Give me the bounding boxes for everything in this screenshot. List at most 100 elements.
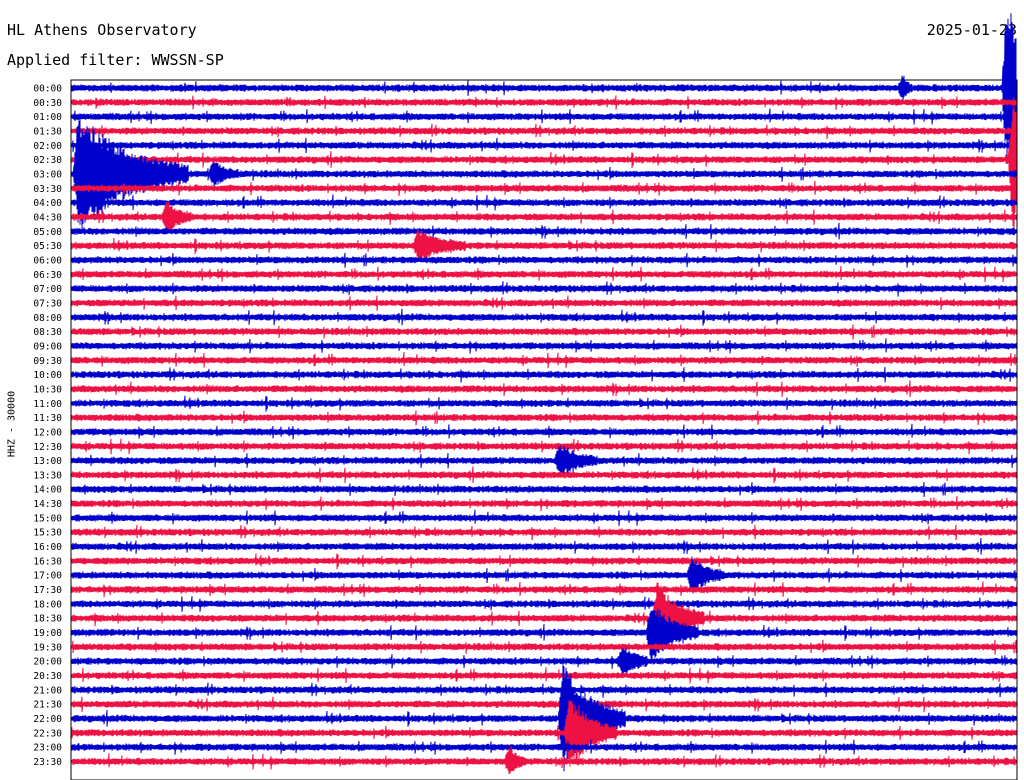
row-tick-label: 19:30 bbox=[33, 642, 62, 653]
row-tick-label: 17:00 bbox=[33, 571, 62, 582]
trace-row-1600 bbox=[71, 537, 1017, 555]
row-tick-label: 00:30 bbox=[33, 98, 62, 109]
row-tick-label: 03:00 bbox=[33, 169, 62, 180]
trace-row-1000 bbox=[71, 367, 1017, 383]
trace-row-1900 bbox=[71, 608, 1017, 660]
trace-row-0600 bbox=[71, 252, 1017, 268]
trace-row-1230 bbox=[71, 438, 1017, 455]
row-tick-label: 08:00 bbox=[33, 313, 62, 324]
row-tick-label: 22:00 bbox=[33, 714, 62, 725]
trace-row-1030 bbox=[71, 380, 1017, 398]
row-tick-label: 10:30 bbox=[33, 384, 62, 395]
trace-row-0530 bbox=[71, 229, 1017, 261]
row-tick-label: 19:00 bbox=[33, 628, 62, 639]
row-tick-label: 15:00 bbox=[33, 513, 62, 524]
trace-row-0430 bbox=[71, 201, 1017, 232]
trace-row-1430 bbox=[71, 495, 1017, 512]
station-title: HL Athens Observatory bbox=[7, 21, 197, 39]
date-label: 2025-01-23 bbox=[926, 21, 1017, 39]
trace-row-2030 bbox=[71, 667, 1017, 684]
row-tick-label: 05:00 bbox=[33, 227, 62, 238]
trace-row-1500 bbox=[71, 509, 1017, 526]
trace-row-0730 bbox=[71, 295, 1017, 311]
trace-row-2130 bbox=[71, 696, 1017, 713]
row-tick-label: 10:00 bbox=[33, 370, 62, 381]
trace-row-0500 bbox=[71, 222, 1017, 240]
trace-group bbox=[71, 13, 1017, 775]
row-tick-label: 12:00 bbox=[33, 427, 62, 438]
trace-row-2000 bbox=[71, 647, 1017, 679]
row-tick-label: 14:00 bbox=[33, 485, 62, 496]
row-tick-label: 02:00 bbox=[33, 141, 62, 152]
plot-frame bbox=[70, 79, 1018, 780]
row-tick-label: 05:30 bbox=[33, 241, 62, 252]
trace-row-1700 bbox=[71, 556, 1017, 594]
trace-row-0300 bbox=[71, 116, 1017, 231]
trace-row-1400 bbox=[71, 482, 1017, 498]
row-tick-label: 23:30 bbox=[33, 757, 62, 768]
row-tick-label: 18:00 bbox=[33, 599, 62, 610]
row-tick-label: 04:00 bbox=[33, 198, 62, 209]
trace-row-0630 bbox=[71, 266, 1017, 283]
filter-label: Applied filter: WWSSN-SP bbox=[7, 51, 224, 69]
trace-row-0830 bbox=[71, 324, 1017, 340]
trace-row-1930 bbox=[71, 639, 1017, 655]
row-tick-label: 11:00 bbox=[33, 399, 62, 410]
trace-row-1100 bbox=[71, 395, 1017, 412]
row-tick-label: 00:00 bbox=[33, 84, 62, 95]
trace-row-0330 bbox=[71, 180, 1017, 197]
row-tick-label: 06:30 bbox=[33, 270, 62, 281]
row-tick-label: 02:30 bbox=[33, 155, 62, 166]
trace-row-1830 bbox=[71, 582, 1017, 651]
row-tick-label: 20:00 bbox=[33, 657, 62, 668]
row-tick-label: 17:30 bbox=[33, 585, 62, 596]
row-tick-label: 21:30 bbox=[33, 700, 62, 711]
trace-row-0000 bbox=[71, 13, 1017, 165]
trace-row-1730 bbox=[71, 581, 1017, 598]
trace-row-0130 bbox=[71, 123, 1017, 140]
row-tick-label: 04:30 bbox=[33, 212, 62, 223]
row-tick-label: 11:30 bbox=[33, 413, 62, 424]
trace-row-1530 bbox=[71, 524, 1017, 541]
trace-row-1800 bbox=[71, 596, 1017, 612]
row-tick-label: 21:00 bbox=[33, 685, 62, 696]
row-tick-label: 23:00 bbox=[33, 743, 62, 754]
row-tick-label: 08:30 bbox=[33, 327, 62, 338]
trace-row-1330 bbox=[71, 466, 1017, 484]
row-tick-label: 15:30 bbox=[33, 528, 62, 539]
trace-row-0030 bbox=[71, 95, 1017, 111]
row-tick-label: 09:00 bbox=[33, 341, 62, 352]
row-tick-label: 16:30 bbox=[33, 556, 62, 567]
row-tick-label: 12:30 bbox=[33, 442, 62, 453]
row-tick-label: 20:30 bbox=[33, 671, 62, 682]
row-tick-label: 22:30 bbox=[33, 728, 62, 739]
row-tick-label: 16:00 bbox=[33, 542, 62, 553]
row-tick-label: 07:00 bbox=[33, 284, 62, 295]
tick-label-group: 00:00 00:30 01:00 01:30 02:00 02:30 03:00 03:30… bbox=[33, 84, 62, 769]
trace-row-2330 bbox=[71, 746, 1017, 775]
trace-row-0800 bbox=[71, 308, 1017, 326]
row-tick-label: 06:00 bbox=[33, 255, 62, 266]
row-tick-label: 03:30 bbox=[33, 184, 62, 195]
trace-row-1130 bbox=[71, 410, 1017, 426]
row-tick-label: 13:30 bbox=[33, 470, 62, 481]
row-tick-label: 01:00 bbox=[33, 112, 62, 123]
trace-row-0400 bbox=[71, 194, 1017, 211]
trace-row-0930 bbox=[71, 352, 1017, 369]
trace-row-0200 bbox=[71, 137, 1017, 154]
trace-row-0230 bbox=[71, 97, 1017, 228]
row-tick-label: 09:30 bbox=[33, 356, 62, 367]
row-tick-label: 13:00 bbox=[33, 456, 62, 467]
trace-row-2200 bbox=[71, 664, 1017, 772]
trace-row-1630 bbox=[71, 553, 1017, 570]
trace-row-2230 bbox=[71, 699, 1017, 767]
row-tick-label: 07:30 bbox=[33, 298, 62, 309]
trace-row-0700 bbox=[71, 281, 1017, 297]
trace-row-1200 bbox=[71, 423, 1017, 440]
row-tick-label: 01:30 bbox=[33, 126, 62, 137]
trace-row-2100 bbox=[71, 682, 1017, 698]
row-tick-label: 18:30 bbox=[33, 614, 62, 625]
trace-row-2300 bbox=[71, 739, 1017, 755]
trace-row-1300 bbox=[71, 445, 1017, 477]
